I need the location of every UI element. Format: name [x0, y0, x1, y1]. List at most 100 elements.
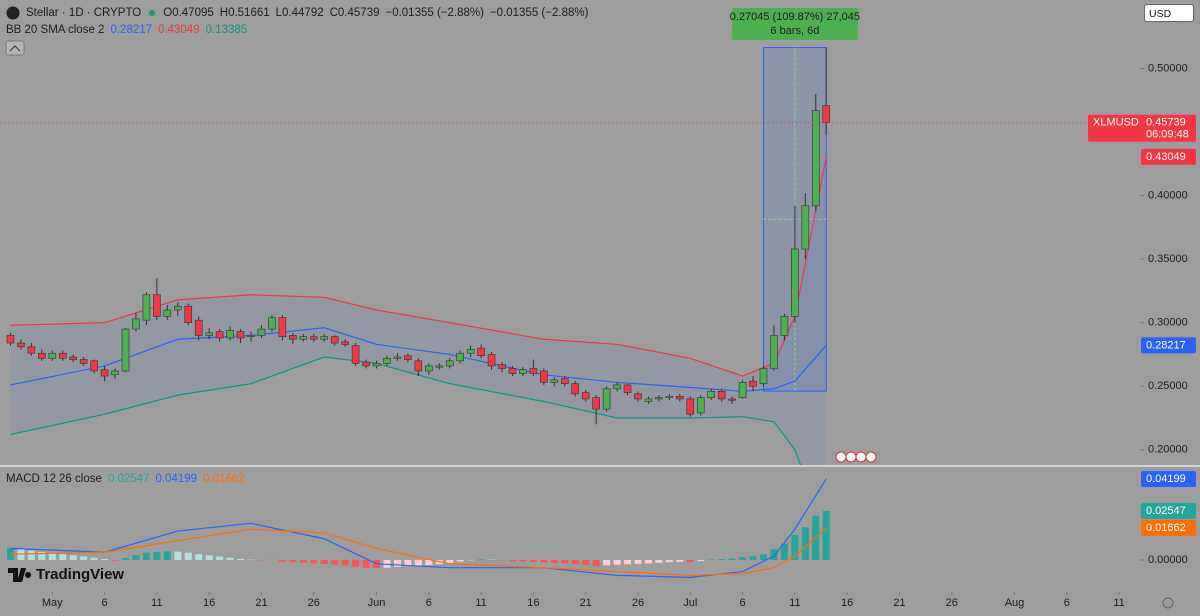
histogram-bar	[17, 549, 25, 560]
histogram-bar	[718, 559, 726, 560]
y-tick-label: 0.00000	[1148, 554, 1188, 566]
histogram-bar	[69, 555, 77, 560]
candle-body	[466, 349, 475, 354]
histogram-bar	[603, 559, 611, 566]
measure-sublabel: 6 bars, 6d	[770, 25, 819, 37]
histogram-bar	[801, 527, 809, 560]
histogram-bar	[59, 554, 67, 560]
histogram-bar	[205, 555, 213, 560]
histogram-bar	[791, 534, 799, 560]
candle-body	[728, 398, 736, 401]
histogram-bar	[216, 556, 224, 560]
histogram-bar	[142, 552, 150, 560]
histogram-bar	[550, 559, 558, 564]
histogram-bar	[624, 559, 632, 565]
legend-value: 0.13385	[205, 24, 248, 36]
histogram-bar	[749, 556, 757, 560]
price-tag	[1141, 470, 1196, 487]
candle-body	[780, 316, 789, 336]
event-flags	[835, 451, 877, 463]
x-tick-label: Jul	[683, 597, 697, 609]
candle-body	[759, 368, 768, 384]
symbol-title[interactable]: Stellar · 1D · CRYPTO	[26, 7, 142, 19]
bb-legend: BB 20 SMA close 2 0.28217 0.43049 0.1338…	[6, 24, 247, 36]
candle-body	[404, 355, 412, 360]
price-tag-label: 0.02547	[1146, 505, 1186, 517]
histogram-bar	[48, 553, 56, 560]
histogram-bar	[508, 559, 516, 562]
histogram-bar	[822, 510, 830, 560]
candle-body	[351, 345, 360, 364]
candle-body	[226, 330, 234, 339]
price-tag	[1141, 519, 1196, 536]
candle-body	[132, 318, 140, 330]
candle-body	[508, 368, 517, 374]
candle-body	[738, 382, 747, 398]
symbol-tag	[1088, 114, 1196, 142]
candle-body	[309, 336, 318, 340]
x-tick-label: 21	[580, 597, 592, 609]
y-tick-label: 0.25000	[1148, 380, 1188, 392]
candle-body	[822, 105, 831, 124]
legend-value: 0.04199	[155, 473, 198, 485]
macd-line	[10, 478, 827, 578]
legend-value: 0.28217	[110, 24, 153, 36]
candle-body	[289, 335, 297, 340]
symbol-tag-label: XLMUSD	[1093, 117, 1139, 129]
histogram-bar	[289, 559, 297, 563]
macd-line	[10, 527, 827, 577]
candle-body	[362, 361, 370, 367]
candle-body	[173, 305, 182, 311]
indicator-title[interactable]: BB 20 SMA close 2	[6, 24, 105, 36]
flag-icon[interactable]	[835, 451, 847, 463]
candle-body	[247, 335, 255, 337]
histogram-bar	[414, 559, 422, 566]
candle-body	[487, 354, 496, 367]
histogram-bar	[310, 559, 318, 564]
settings-icon[interactable]	[1162, 597, 1174, 609]
candle-body	[581, 392, 590, 400]
histogram-bar	[331, 559, 339, 565]
candle-body	[372, 363, 381, 367]
price-tag	[1141, 502, 1196, 519]
candle-body	[676, 396, 684, 400]
x-tick-label: 6	[102, 597, 108, 609]
candle-body	[644, 398, 653, 402]
candle-body	[48, 352, 57, 359]
x-tick-label: 16	[527, 597, 539, 609]
histogram-bar	[90, 557, 98, 560]
histogram-bar	[299, 559, 307, 563]
candle-body	[655, 397, 663, 400]
flag-icon[interactable]	[845, 451, 857, 463]
x-tick-label: 11	[789, 597, 800, 609]
x-tick-label: Aug	[1005, 597, 1025, 609]
candle-body	[205, 332, 213, 336]
collapse-button[interactable]	[5, 40, 25, 56]
ohlc-open: O0.47095	[163, 7, 214, 19]
histogram-bar	[226, 557, 234, 560]
y-tick-label: 0.20000	[1148, 444, 1188, 456]
symbol-legend: Stellar · 1D · CRYPTO O0.47095 H0.51661 …	[6, 6, 588, 20]
ohlc-low: L0.44792	[275, 7, 324, 19]
y-tick-label: 0.30000	[1148, 317, 1188, 329]
histogram-bar	[780, 543, 788, 560]
x-tick-label: Jun	[368, 597, 386, 609]
measure-label-box	[731, 8, 858, 40]
candle-body	[341, 341, 349, 345]
flag-icon[interactable]	[865, 451, 877, 463]
candle-body	[801, 205, 810, 250]
candle-body	[592, 397, 600, 410]
legend-value: 0.01662	[203, 473, 245, 485]
candle-body	[184, 305, 193, 324]
indicator-title[interactable]: MACD 12 26 close	[6, 473, 102, 485]
candle-body	[623, 384, 632, 393]
change: −0.01355 (−2.88%)	[489, 7, 589, 19]
flag-icon[interactable]	[855, 451, 867, 463]
ohlc-close: C0.45739	[329, 7, 380, 19]
histogram-bar	[195, 554, 203, 560]
histogram-bar	[163, 551, 171, 560]
histogram-bar	[237, 558, 245, 560]
candle-body	[38, 352, 46, 359]
currency-select[interactable]: USD	[1144, 4, 1194, 22]
candle-body	[121, 328, 130, 372]
